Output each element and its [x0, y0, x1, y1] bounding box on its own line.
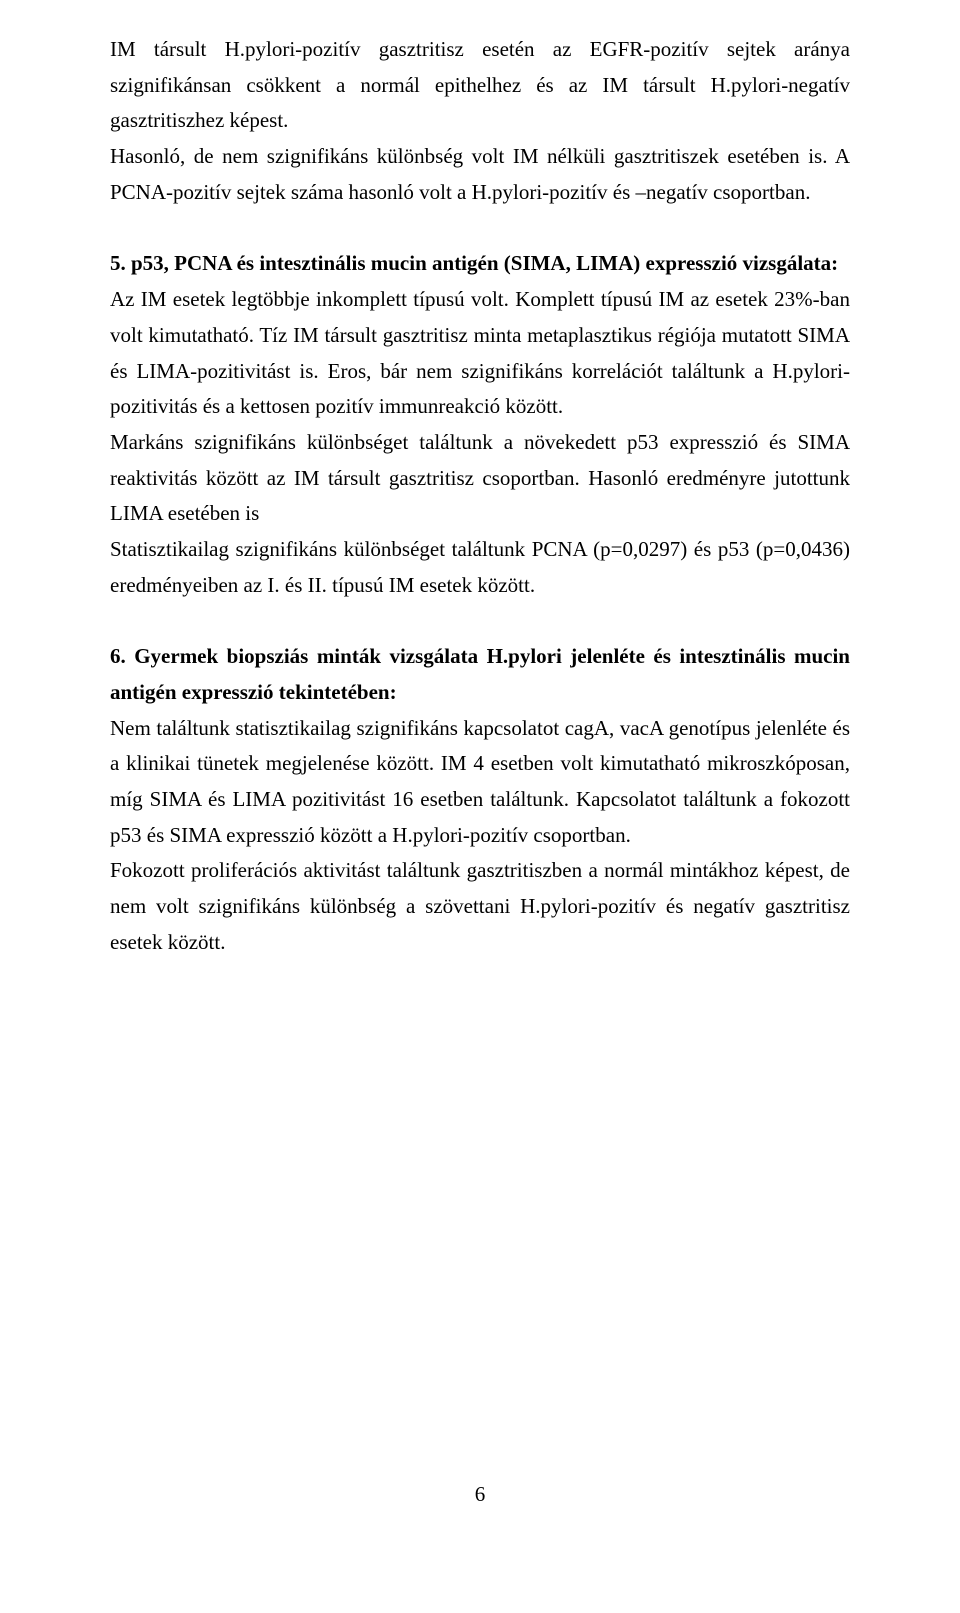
section-6: 6. Gyermek biopsziás minták vizsgálata H…: [110, 639, 850, 710]
paragraph-1: IM társult H.pylori-pozitív gasztritisz …: [110, 32, 850, 139]
section-6-body-1: Nem találtunk statisztikailag szignifiká…: [110, 711, 850, 854]
section-6-body-2: Fokozott proliferációs aktivitást talált…: [110, 853, 850, 960]
section-5-body-2: Markáns szignifikáns különbséget találtu…: [110, 425, 850, 532]
section-gap: [110, 603, 850, 639]
section-5: 5. p53, PCNA és intesztinális mucin anti…: [110, 246, 850, 282]
section-5-body-1: Az IM esetek legtöbbje inkomplett típusú…: [110, 282, 850, 425]
page-number: 6: [110, 1477, 850, 1513]
section-6-heading: 6. Gyermek biopsziás minták vizsgálata H…: [110, 644, 850, 704]
paragraph-2: Hasonló, de nem szignifikáns különbség v…: [110, 139, 850, 210]
section-5-body-3: Statisztikailag szignifikáns különbséget…: [110, 532, 850, 603]
section-gap: [110, 210, 850, 246]
section-5-heading: 5. p53, PCNA és intesztinális mucin anti…: [110, 251, 838, 275]
